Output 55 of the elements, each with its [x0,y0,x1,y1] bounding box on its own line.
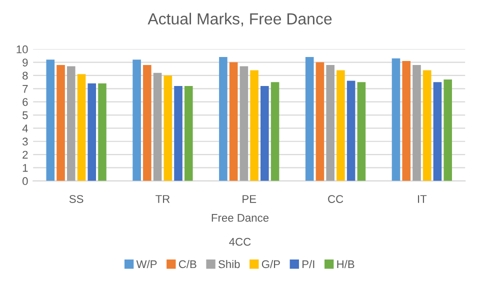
x-tick-label: CC [328,195,344,203]
bar [153,72,162,181]
y-tick-label: 9 [22,58,28,66]
y-tick-label: 4 [22,124,28,132]
bar [184,86,193,181]
x-tick-label: IT [418,195,427,203]
bar [392,58,400,181]
bar [316,62,324,181]
legend-label: P/I [302,260,314,268]
x-tick-label: SS [69,195,84,203]
bar [305,57,314,181]
bar [66,66,76,181]
bar [88,83,96,181]
bar [240,66,248,181]
bar [260,86,269,181]
chart-title: Actual Marks, Free Dance [148,12,332,26]
legend-label: G/P [262,260,280,268]
legend-label: H/B [337,260,354,268]
bar [77,74,86,181]
bar [229,62,238,181]
y-tick-label: 7 [22,85,28,93]
bar [132,60,141,181]
bar [357,82,366,181]
bar [143,64,152,181]
text: 4CC [229,238,251,246]
bar [174,86,182,181]
y-tick-label: 8 [22,72,28,80]
bar [346,80,356,181]
bar [56,64,65,181]
x-axis-title: Free Dance [212,214,269,222]
y-tick-label: 10 [16,45,28,54]
bar [433,82,442,181]
x-tick-label: PE [242,195,256,203]
y-tick-label: 3 [22,138,28,146]
bar [46,60,55,181]
bar [336,70,345,181]
bar [219,57,228,181]
y-tick-label: 0 [22,177,28,186]
bar [444,79,452,181]
bar [402,60,411,181]
y-tick-label: 5 [22,111,28,120]
x-tick-label: TR [156,195,170,203]
bar [422,70,432,181]
bar [326,64,334,181]
legend-label: W/P [136,260,157,268]
y-tick-label: 2 [22,150,28,159]
legend-label: C/B [178,260,196,268]
bar [412,64,421,181]
bar [164,75,172,181]
legend-label: Shib [218,260,240,268]
bar [270,82,280,181]
bar [98,83,106,181]
bar [250,70,258,181]
y-tick-label: 1 [22,164,28,172]
y-tick-label: 6 [22,98,28,106]
